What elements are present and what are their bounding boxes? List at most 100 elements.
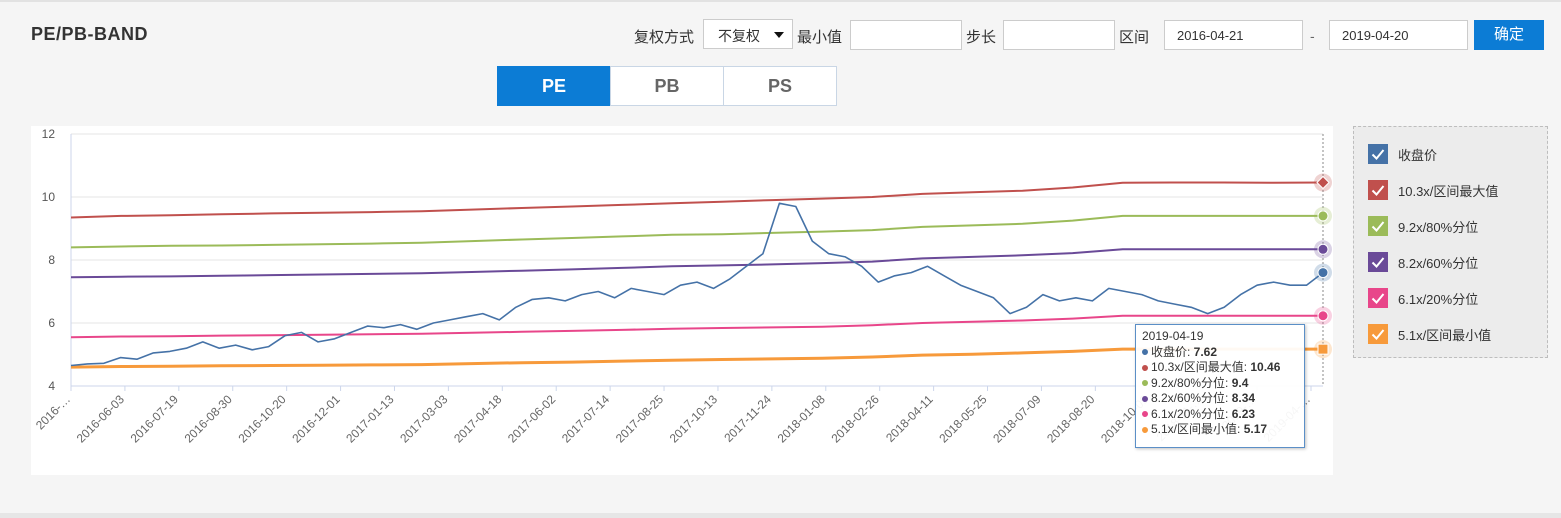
x-tick-label: 2017-01-13 [343,392,397,446]
step-input[interactable] [1003,20,1115,50]
tab-pe[interactable]: PE [497,66,611,106]
series-line [70,314,1323,339]
series-line [70,214,1323,249]
series-line [70,248,1323,279]
caret-down-icon [774,32,784,38]
chart-legend: 收盘价 10.3x/区间最大值 9.2x/80%分位 8.2x/60%分位 6.1x/2… [1353,126,1548,358]
tooltip-value: 6.23 [1231,406,1256,421]
legend-label: 9.2x/80%分位 [1398,219,1479,235]
min-value-label: 最小值 [797,29,843,46]
x-tick-label: 2016-06-03 [74,392,128,446]
series-dot-icon [1142,411,1148,418]
x-tick-label: 2016-08-30 [182,392,236,446]
tooltip-label: 6.1x/20%分位: [1151,406,1232,421]
tooltip-row: 10.3x/区间最大值: 10.46 [1142,360,1298,376]
x-tick-label: 2017-10-13 [667,392,721,446]
metric-tabs: PE PB PS [497,66,837,106]
checkbox-checked-icon[interactable] [1368,144,1388,164]
adjust-mode-select[interactable]: 不复权 [703,19,793,49]
tab-pb[interactable]: PB [610,66,724,106]
tooltip-value: 5.17 [1243,422,1268,436]
series-dot-icon [1142,349,1148,356]
legend-label: 8.2x/60%分位 [1398,255,1479,271]
adjust-mode-label: 复权方式 [634,29,695,46]
date-separator: - [1310,28,1315,44]
x-tick-label: 2016-12-01 [289,392,343,446]
chart-area: 4 6 8 10 12 2016-… 2016-06-03 2016-07-19 2016-08… [31,126,1333,475]
y-tick-label: 12 [42,127,56,141]
confirm-button[interactable]: 确定 [1474,20,1544,50]
tooltip-row: 5.1x/区间最小值: 5.17 [1142,422,1298,438]
x-tick-label: 2017-08-25 [613,392,667,446]
tab-ps[interactable]: PS [723,66,837,106]
end-marker [1317,243,1329,255]
end-date-input[interactable] [1329,20,1468,50]
legend-label: 5.1x/区间最小值 [1398,327,1492,343]
x-tick-label: 2017-04-18 [451,392,505,446]
x-tick-label: 2016-07-19 [128,392,182,446]
legend-item[interactable]: 8.2x/60%分位 [1368,251,1478,273]
x-tick-label: 2017-06-02 [505,392,559,446]
end-marker [1317,310,1329,322]
tooltip-value: 9.4 [1231,375,1249,390]
end-marker [1317,267,1329,279]
tooltip-value: 10.46 [1250,360,1281,374]
x-tick-label: 2017-03-03 [397,392,451,446]
checkbox-checked-icon[interactable] [1368,288,1388,308]
series-dot-icon [1142,364,1148,371]
tooltip-label: 收盘价: [1151,344,1194,359]
tooltip-row: 6.1x/20%分位: 6.23 [1142,407,1298,423]
legend-item[interactable]: 收盘价 [1368,143,1437,165]
x-tick-label: 2018-05-25 [936,392,990,446]
x-tick-label: 2016-… [33,392,73,432]
checkbox-checked-icon[interactable] [1368,180,1388,200]
legend-item[interactable]: 10.3x/区间最大值 [1368,179,1498,201]
legend-item[interactable]: 5.1x/区间最小值 [1368,323,1491,345]
pe-band-chart: 4 6 8 10 12 2016-… 2016-06-03 2016-07-19 2016-08… [33,127,1332,446]
tooltip-row: 收盘价: 7.62 [1142,345,1298,361]
tooltip-label: 10.3x/区间最大值: [1151,360,1251,374]
end-marker [1316,175,1330,190]
series-line [70,202,1324,367]
legend-label: 收盘价 [1398,147,1438,163]
tooltip-label: 5.1x/区间最小值: [1151,422,1244,436]
legend-item[interactable]: 6.1x/20%分位 [1368,287,1478,309]
min-value-input[interactable] [850,20,962,50]
legend-label: 10.3x/区间最大值 [1398,183,1499,199]
step-label: 步长 [966,29,997,46]
series-line [70,181,1324,219]
legend-item[interactable]: 9.2x/80%分位 [1368,215,1478,237]
tooltip-label: 8.2x/60%分位: [1151,391,1232,405]
y-tick-label: 10 [42,190,56,204]
end-marker [1317,343,1329,355]
start-date-input[interactable] [1164,20,1303,50]
tooltip-label: 9.2x/80%分位: [1151,375,1232,390]
x-tick-label: 2018-04-11 [883,392,936,445]
checkbox-checked-icon[interactable] [1368,252,1388,272]
x-tick-label: 2016-10-20 [235,392,289,446]
x-tick-label: 2018-08-20 [1044,392,1098,446]
panel-bottom-border [0,513,1561,518]
y-tick-label: 8 [48,253,55,267]
checkbox-checked-icon[interactable] [1368,216,1388,236]
y-tick-label: 4 [48,379,55,393]
tooltip-value: 8.34 [1231,391,1256,405]
series-dot-icon [1142,426,1148,433]
page-title: PE/PB-BAND [31,24,149,44]
adjust-mode-value: 不复权 [718,28,760,44]
series-dot-icon [1142,395,1148,402]
series-line [70,347,1323,369]
y-tick-label: 6 [48,316,55,330]
legend-label: 6.1x/20%分位 [1398,291,1479,307]
tooltip-row: 8.2x/60%分位: 8.34 [1142,391,1298,407]
checkbox-checked-icon[interactable] [1368,324,1388,344]
range-label: 区间 [1119,29,1150,46]
tooltip-row: 9.2x/80%分位: 9.4 [1142,376,1298,392]
chart-tooltip: 2019-04-19 收盘价: 7.62 10.3x/区间最大值: 10.46 9.… [1135,324,1305,448]
tooltip-date: 2019-04-19 [1142,329,1204,343]
x-tick-label: 2017-11-24 [721,392,774,445]
x-tick-label: 2018-02-26 [829,392,883,446]
tooltip-value: 7.62 [1193,344,1218,359]
series-dot-icon [1142,380,1148,387]
